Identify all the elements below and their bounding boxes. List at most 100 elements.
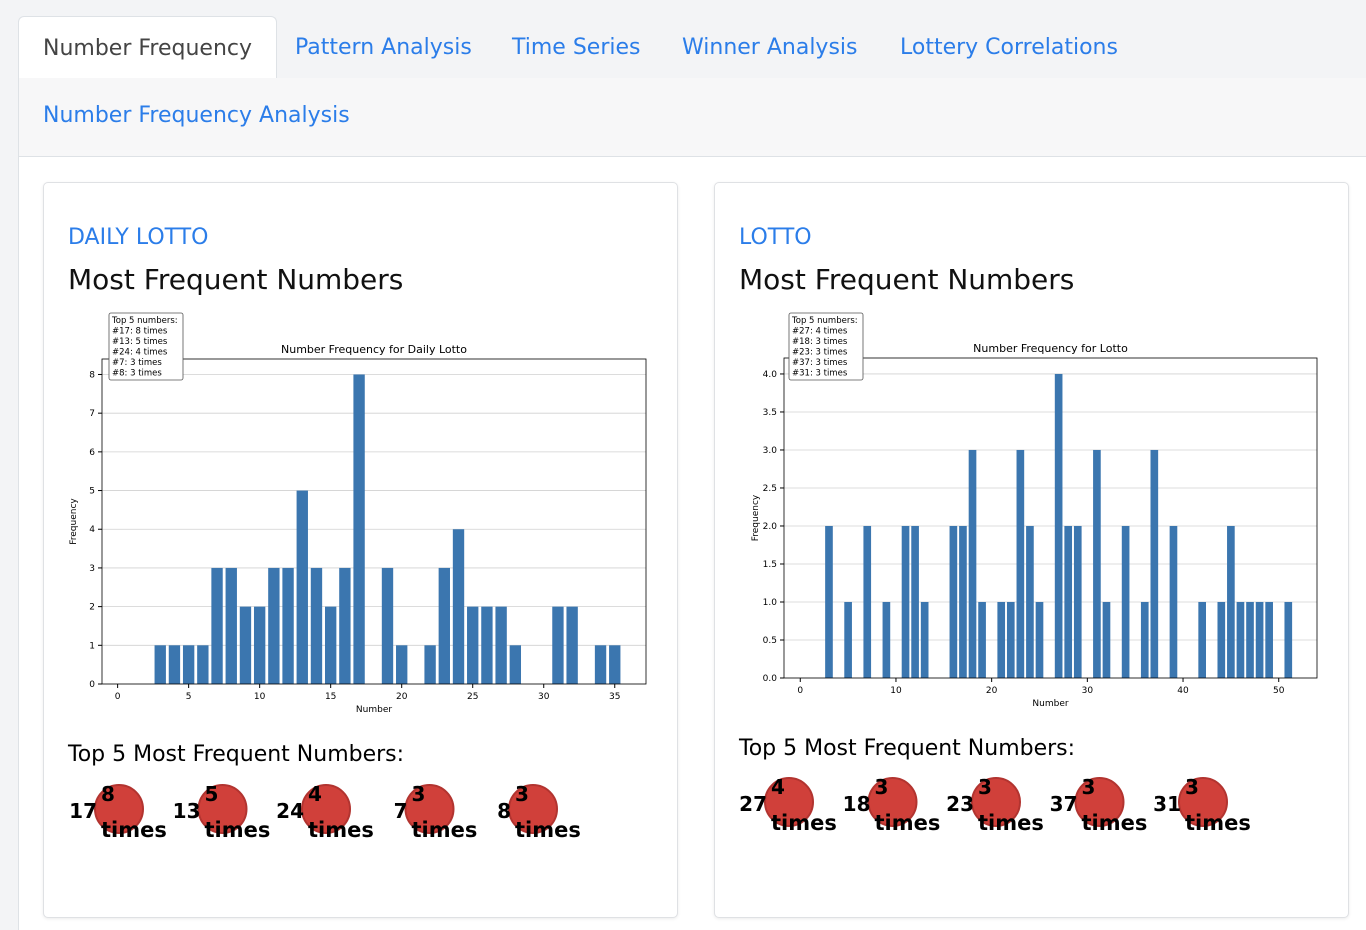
bar — [1236, 601, 1245, 678]
bar — [1227, 525, 1235, 678]
card-heading: Most Frequent Numbers — [739, 263, 1075, 296]
annotation-box — [788, 312, 864, 381]
annotation-line: #17: 8 times — [112, 327, 168, 337]
tab[interactable]: Time Series — [512, 35, 641, 60]
badge-count: 3 — [412, 782, 426, 806]
bar — [253, 606, 266, 684]
bar — [566, 606, 578, 684]
x-tick-label: 5 — [186, 692, 192, 702]
bar — [481, 606, 493, 684]
bar — [1006, 601, 1015, 678]
badge-count: 4 — [308, 782, 322, 806]
bar — [882, 601, 891, 678]
tab[interactable]: Pattern Analysis — [295, 35, 472, 60]
y-tick-label: 0.5 — [763, 636, 777, 646]
bar — [154, 645, 166, 684]
y-tick-label: 7 — [89, 409, 95, 419]
bar — [339, 567, 351, 684]
y-tick-label: 1 — [89, 641, 95, 651]
annotation-line: #27: 4 times — [792, 327, 848, 337]
bar — [1093, 449, 1101, 678]
bar — [949, 525, 958, 678]
x-tick-label: 0 — [115, 692, 121, 702]
badge-number: 8 — [497, 799, 511, 823]
annotation-line: Top 5 numbers: — [111, 316, 178, 326]
bar — [959, 525, 967, 678]
bar — [168, 645, 181, 684]
badge-times: times — [1082, 811, 1148, 835]
badge — [971, 777, 1021, 827]
tab[interactable]: Number Frequency — [18, 16, 278, 80]
card: DAILY LOTTO Most Frequent Numbers 0 1 2 3 4 5… — [43, 182, 678, 918]
lottery-name: LOTTO — [739, 225, 812, 250]
bar — [1217, 601, 1226, 678]
badge-times: times — [1185, 811, 1251, 835]
badge — [301, 784, 351, 834]
bar — [509, 645, 522, 684]
bar — [901, 525, 910, 678]
bar — [353, 374, 365, 684]
tab[interactable]: Lottery Correlations — [900, 35, 1118, 60]
bar — [1064, 525, 1073, 678]
y-tick-label: 1.0 — [763, 598, 778, 608]
bar — [1246, 601, 1254, 678]
bar — [381, 567, 394, 684]
bar — [1102, 601, 1111, 678]
y-axis-label: Frequency — [69, 498, 79, 545]
bar — [1284, 601, 1293, 678]
bar — [1140, 601, 1149, 678]
bar — [310, 567, 323, 684]
badge-number: 37 — [1050, 792, 1078, 816]
badge — [197, 784, 248, 834]
badge — [1074, 777, 1125, 827]
badge-times: times — [205, 818, 271, 842]
badge — [1178, 777, 1228, 827]
bar — [424, 645, 436, 684]
top-heading: Top 5 Most Frequent Numbers: — [738, 736, 1075, 761]
x-tick-label: 20 — [986, 686, 998, 696]
bar — [911, 525, 919, 678]
x-tick-label: 20 — [396, 692, 408, 702]
bar — [1255, 601, 1264, 678]
badge-number: 27 — [739, 792, 767, 816]
y-tick-label: 3.5 — [763, 408, 777, 418]
bar — [1026, 525, 1034, 678]
bar — [211, 567, 223, 684]
y-tick-label: 6 — [89, 448, 95, 458]
badge-number: 18 — [843, 792, 871, 816]
tab-bar: Number Frequency Pattern Analysis Time S… — [18, 16, 1366, 80]
bar — [268, 567, 280, 684]
badge-count: 3 — [1185, 775, 1199, 799]
tab[interactable]: Winner Analysis — [682, 35, 858, 60]
top-heading: Top 5 Most Frequent Numbers: — [67, 742, 404, 767]
y-tick-label: 2.5 — [763, 484, 777, 494]
y-tick-label: 5 — [89, 487, 95, 497]
y-tick-label: 1.5 — [763, 560, 777, 570]
chart-title: Number Frequency for Daily Lotto — [281, 343, 467, 356]
bar — [282, 567, 294, 684]
badge-count: 3 — [978, 775, 992, 799]
bar — [197, 645, 209, 684]
annotation-box — [108, 312, 184, 381]
chart-title: Number Frequency for Lotto — [973, 342, 1128, 355]
annotation-line: #31: 3 times — [792, 369, 848, 379]
x-tick-label: 30 — [538, 692, 550, 702]
badge-times: times — [771, 811, 837, 835]
bar — [495, 606, 507, 684]
x-axis-label: Number — [1032, 699, 1068, 709]
bar — [609, 645, 621, 684]
y-tick-label: 4.0 — [763, 370, 778, 380]
bar — [1121, 525, 1130, 678]
plot-frame — [783, 357, 1318, 679]
badge-number: 31 — [1153, 792, 1181, 816]
x-tick-label: 30 — [1082, 686, 1094, 696]
y-tick-label: 0.0 — [763, 674, 778, 684]
chart: 0.0 0.5 1.0 1.5 2.0 2.5 3.0 3.5 4.0 0 10 20 30 40 50 Nu… — [738, 312, 1318, 835]
badge-times: times — [978, 811, 1044, 835]
bar — [225, 567, 237, 684]
y-tick-label: 2.0 — [763, 522, 778, 532]
bar — [594, 645, 607, 684]
badge — [404, 784, 455, 834]
